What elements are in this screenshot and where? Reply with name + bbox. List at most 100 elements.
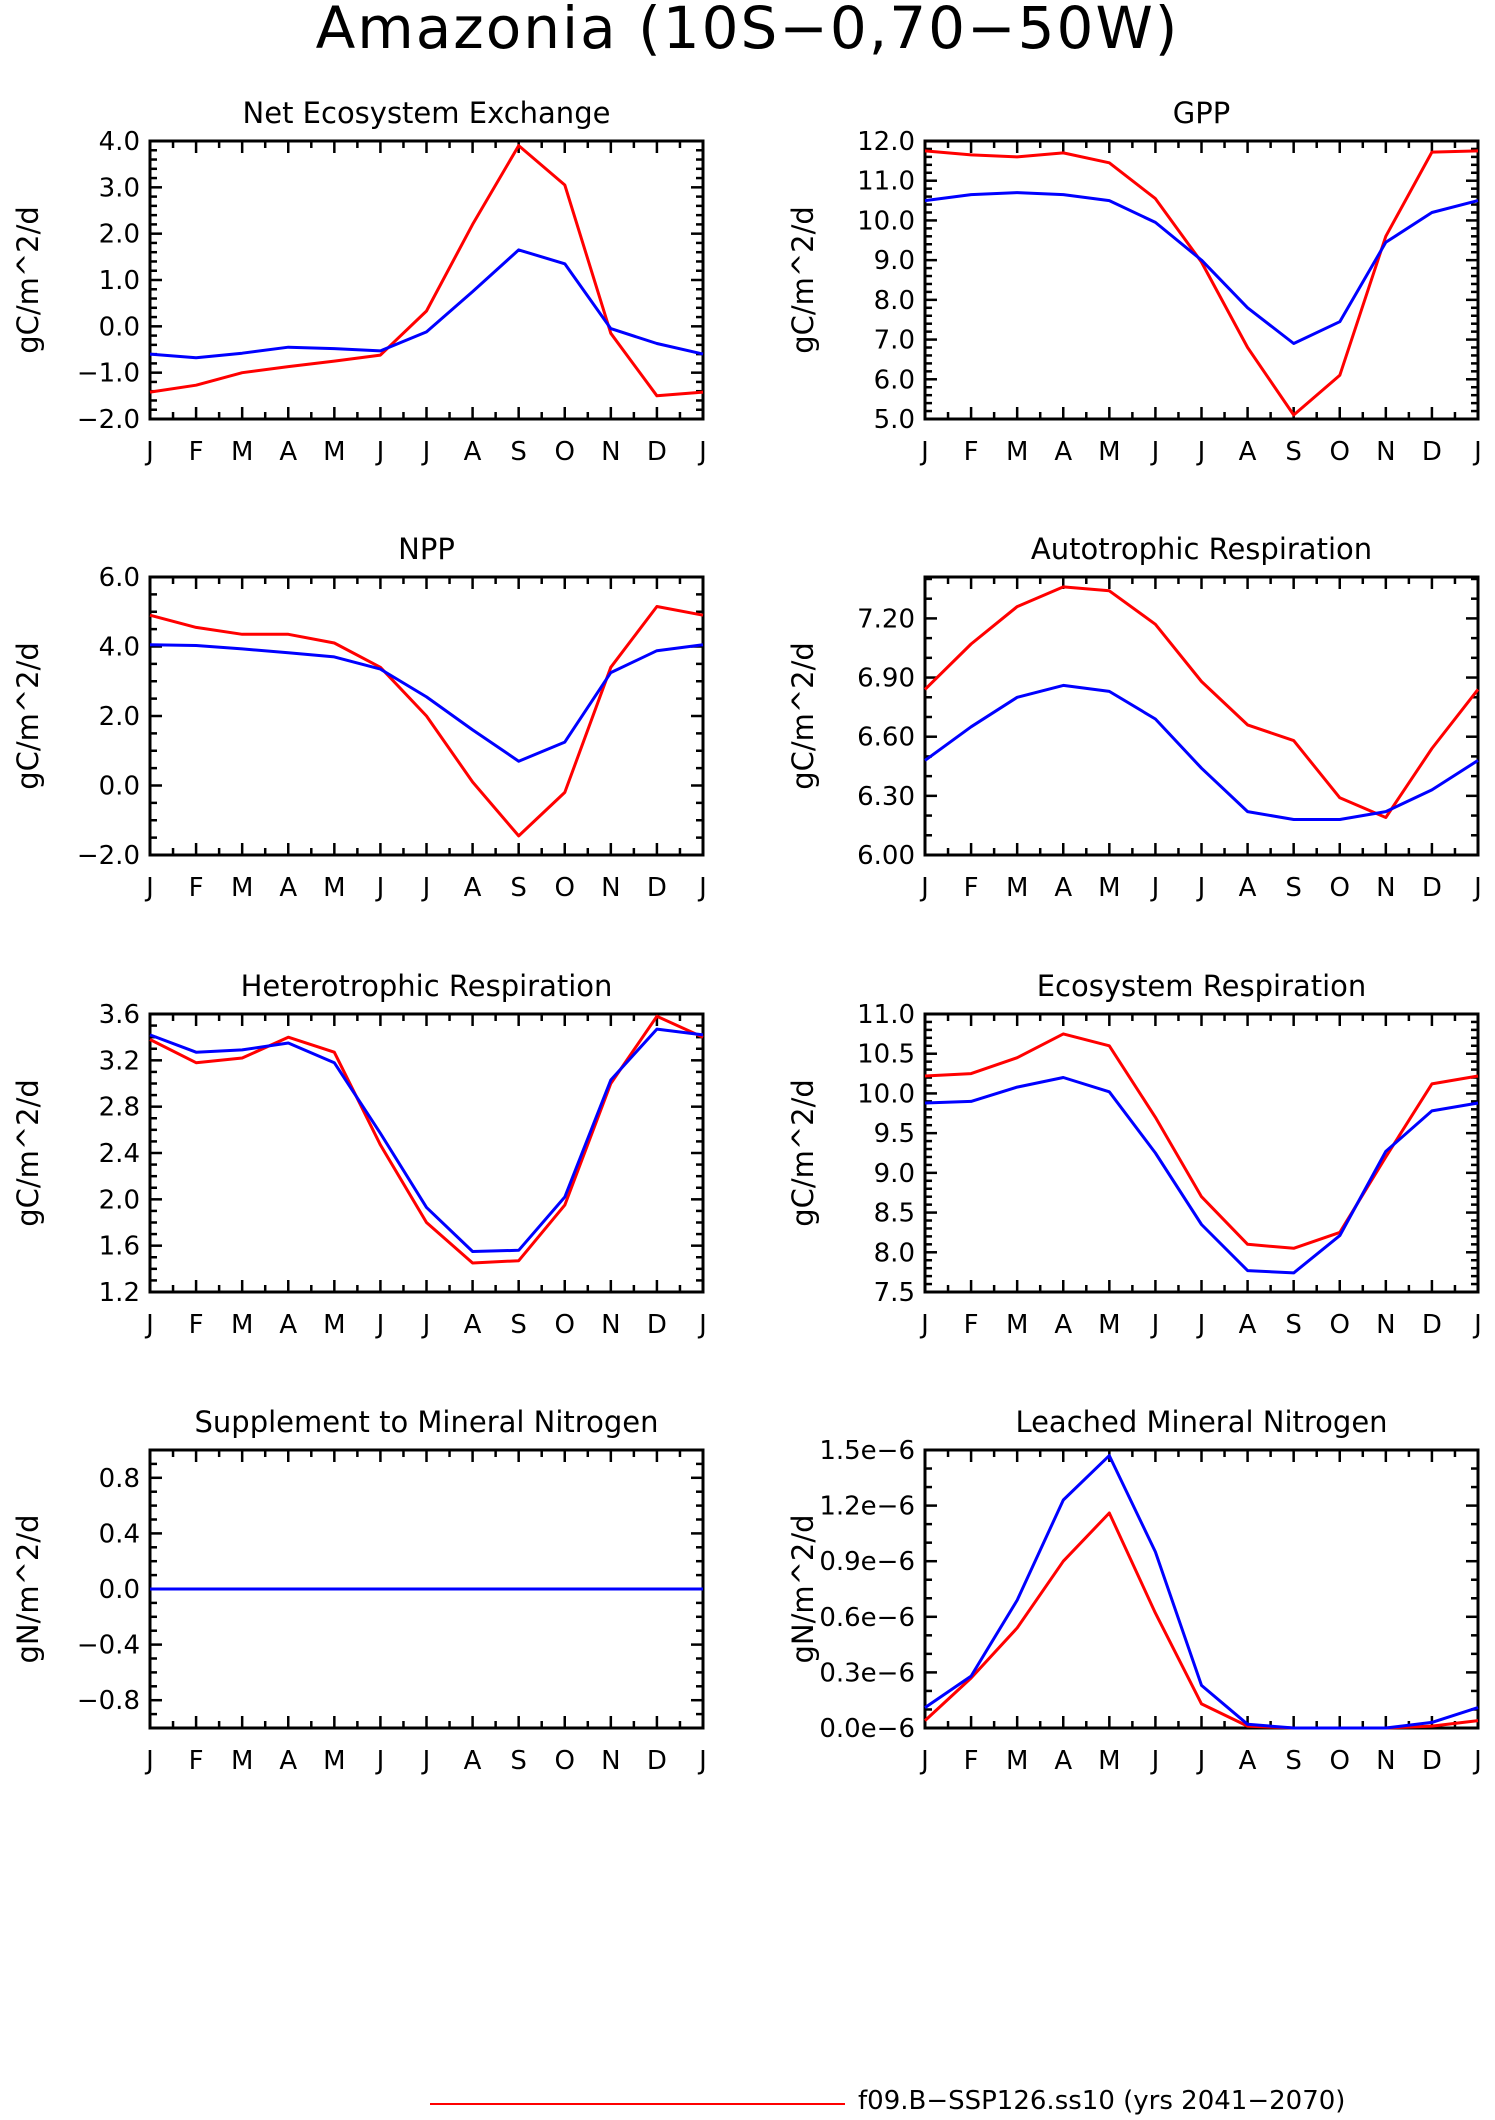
legend-label: f09.B−SSP126.ss10 (yrs 2041−2070) bbox=[858, 2086, 1346, 2116]
plot-frame bbox=[923, 139, 1480, 421]
panel-gpp: GPP gC/m^2/d 12.0 11.0 10.0 9.0 8.0 7.0 6.0 5.0 J F… bbox=[775, 51, 1495, 485]
y-tick-label: 8.0 bbox=[874, 286, 915, 316]
x-tick-label: M bbox=[231, 437, 253, 467]
legend: f09.B−SSP126.ss10 (yrs 2041−2070) bbox=[430, 2086, 1480, 2120]
x-tick-label: J bbox=[421, 1746, 431, 1776]
x-tick-label: A bbox=[1239, 437, 1257, 467]
y-tick-label: 0.0 bbox=[99, 1575, 140, 1605]
x-tick-label: M bbox=[1098, 437, 1120, 467]
blue-series-line bbox=[924, 1076, 1479, 1275]
chart-title: NPP bbox=[398, 532, 455, 566]
y-tick-label: 2.4 bbox=[99, 1139, 140, 1169]
x-tick-label: N bbox=[601, 1310, 620, 1340]
x-tick-label: O bbox=[1330, 1310, 1350, 1340]
x-tick-label: J bbox=[1196, 1746, 1206, 1776]
x-tick-label: A bbox=[464, 1746, 482, 1776]
x-tick-label: M bbox=[323, 1746, 345, 1776]
x-tick-label: N bbox=[1376, 437, 1395, 467]
x-tick-label: O bbox=[555, 1746, 575, 1776]
y-tick-label: 6.0 bbox=[99, 563, 140, 593]
x-tick-label: M bbox=[1006, 1310, 1028, 1340]
y-tick-label: 6.00 bbox=[857, 841, 915, 871]
x-tick-label: O bbox=[1330, 1746, 1350, 1776]
x-tick-label: M bbox=[1098, 1746, 1120, 1776]
x-tick-label: O bbox=[555, 437, 575, 467]
y-tick-label: 2.8 bbox=[99, 1093, 140, 1123]
x-tick-label: A bbox=[464, 437, 482, 467]
panel-net-ecosystem-exchange: Net Ecosystem Exchange gC/m^2/d 4.0 3.0 2.0 1… bbox=[0, 51, 720, 485]
x-tick-label: J bbox=[919, 437, 929, 467]
x-tick-label: J bbox=[375, 1746, 385, 1776]
chart-heterotrophic-respiration: Heterotrophic Respiration gC/m^2/d 3.6 3.2 2… bbox=[11, 969, 707, 1340]
x-tick-label: F bbox=[189, 1746, 204, 1776]
x-tick-label: A bbox=[464, 873, 482, 903]
red-series-line bbox=[149, 144, 704, 398]
y-tick-label: 10.0 bbox=[857, 1079, 915, 1109]
x-tick-label: J bbox=[144, 1310, 154, 1340]
x-tick-label: O bbox=[1330, 437, 1350, 467]
red-series-line bbox=[923, 1511, 1479, 1730]
y-tick-label: 8.0 bbox=[874, 1238, 915, 1268]
y-tick-label: 0.9e−6 bbox=[819, 1547, 915, 1577]
x-tick-label: N bbox=[601, 437, 620, 467]
red-series-line bbox=[924, 1032, 1479, 1250]
plot-frame bbox=[923, 1012, 1480, 1294]
x-tick-label: J bbox=[697, 1746, 707, 1776]
y-tick-label: 1.5e−6 bbox=[819, 1436, 915, 1466]
x-tick-label: J bbox=[1472, 437, 1482, 467]
x-tick-label: A bbox=[279, 873, 297, 903]
y-tick-label: 2.0 bbox=[99, 220, 140, 250]
x-tick-label: J bbox=[697, 1310, 707, 1340]
x-tick-label: J bbox=[1196, 437, 1206, 467]
y-tick-label: 7.20 bbox=[857, 604, 915, 634]
x-tick-label: A bbox=[279, 1310, 297, 1340]
y-tick-label: 9.0 bbox=[874, 1159, 915, 1189]
chart-leached-mineral-nitrogen: Leached Mineral Nitrogen gN/m^2/d 1.5e−6 1.… bbox=[786, 1405, 1482, 1776]
x-tick-label: F bbox=[964, 1746, 979, 1776]
y-tick-label: 2.0 bbox=[99, 702, 140, 732]
y-tick-label: −0.4 bbox=[77, 1631, 140, 1661]
x-tick-label: F bbox=[189, 437, 204, 467]
red-series-line bbox=[149, 605, 704, 838]
chart-title: Ecosystem Respiration bbox=[1037, 969, 1367, 1003]
x-tick-label: J bbox=[375, 437, 385, 467]
y-tick-label: 8.5 bbox=[874, 1199, 915, 1229]
x-tick-label: N bbox=[1376, 1746, 1395, 1776]
x-tick-label: M bbox=[1098, 1310, 1120, 1340]
panel-autotrophic-respiration: Autotrophic Respiration gC/m^2/d 7.20 6.90 6… bbox=[775, 487, 1495, 921]
x-tick-label: J bbox=[421, 873, 431, 903]
x-tick-label: J bbox=[1150, 437, 1160, 467]
x-tick-label: J bbox=[919, 873, 929, 903]
y-tick-label: 11.0 bbox=[857, 167, 915, 197]
x-tick-label: M bbox=[323, 873, 345, 903]
y-tick-label: 7.0 bbox=[874, 326, 915, 356]
x-tick-label: J bbox=[144, 873, 154, 903]
x-tick-label: D bbox=[647, 1310, 667, 1340]
y-tick-label: 12.0 bbox=[857, 127, 915, 157]
blue-series-line bbox=[924, 1454, 1479, 1730]
x-tick-label: S bbox=[510, 873, 527, 903]
x-tick-label: J bbox=[1196, 873, 1206, 903]
y-tick-label: 2.0 bbox=[99, 1185, 140, 1215]
blue-series-line bbox=[924, 683, 1479, 821]
y-tick-label: 0.4 bbox=[99, 1519, 140, 1549]
x-tick-label: A bbox=[279, 1746, 297, 1776]
x-tick-label: S bbox=[510, 1310, 527, 1340]
chart-title: Net Ecosystem Exchange bbox=[243, 96, 611, 130]
x-tick-label: J bbox=[1196, 1310, 1206, 1340]
y-tick-label: 6.90 bbox=[857, 664, 915, 694]
y-axis-label: gC/m^2/d bbox=[11, 206, 45, 354]
y-axis-label: gC/m^2/d bbox=[11, 642, 45, 790]
x-tick-label: A bbox=[1054, 873, 1072, 903]
x-tick-label: J bbox=[1472, 1310, 1482, 1340]
x-tick-label: N bbox=[601, 873, 620, 903]
x-tick-label: D bbox=[1422, 873, 1442, 903]
x-tick-label: J bbox=[144, 437, 154, 467]
x-tick-label: F bbox=[964, 437, 979, 467]
x-tick-label: S bbox=[1285, 1310, 1302, 1340]
x-tick-label: M bbox=[323, 437, 345, 467]
chart-title: Autotrophic Respiration bbox=[1031, 532, 1372, 566]
page-title: Amazonia (10S−0,70−50W) bbox=[315, 0, 1180, 62]
x-tick-label: M bbox=[1006, 437, 1028, 467]
